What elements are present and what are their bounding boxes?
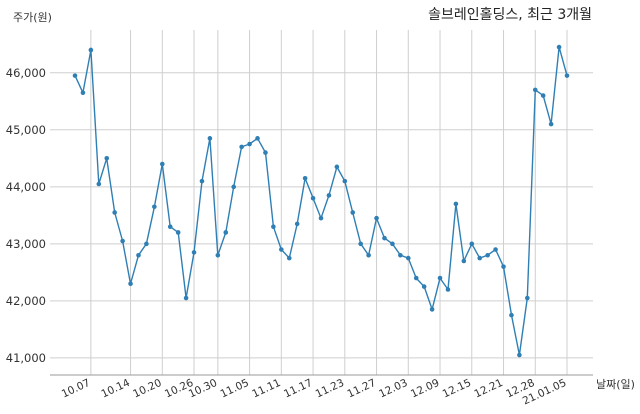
y-axis-label: 주가(원) xyxy=(13,11,52,24)
data-point xyxy=(310,195,316,201)
data-point xyxy=(564,73,570,78)
data-point xyxy=(429,307,435,312)
data-point xyxy=(501,264,506,269)
data-point xyxy=(390,241,395,247)
x-tick-label: 12.03 xyxy=(377,377,409,401)
data-point xyxy=(207,136,213,141)
data-point xyxy=(279,247,284,252)
data-point xyxy=(286,255,292,261)
data-point xyxy=(271,224,276,230)
data-point xyxy=(517,352,522,358)
x-tick-label: 10.20 xyxy=(131,377,163,401)
data-point xyxy=(247,141,252,147)
data-point xyxy=(80,90,86,96)
data-point xyxy=(104,156,110,161)
data-point xyxy=(493,247,498,252)
data-point xyxy=(342,178,348,184)
data-point xyxy=(366,252,371,258)
data-point xyxy=(183,295,189,301)
data-point xyxy=(525,295,530,301)
data-point xyxy=(255,136,260,141)
data-point xyxy=(159,161,165,167)
x-axis-label: 날짜(일) xyxy=(596,378,635,391)
x-tick-label: 11.17 xyxy=(282,377,314,401)
data-point xyxy=(334,164,340,170)
y-tick-label: 41,000 xyxy=(6,351,46,365)
data-point xyxy=(461,258,467,264)
data-point xyxy=(437,275,443,281)
data-point xyxy=(263,150,268,155)
data-point xyxy=(540,93,546,98)
x-tick-label: 11.27 xyxy=(345,377,377,401)
chart-title: 솔브레인홀딩스, 최근 3개월 xyxy=(428,7,592,23)
data-point xyxy=(144,241,149,247)
data-point xyxy=(223,230,229,235)
data-point xyxy=(215,252,221,258)
data-point xyxy=(485,252,490,258)
data-point xyxy=(199,178,205,184)
data-point xyxy=(112,210,117,215)
data-point xyxy=(167,224,173,230)
data-point xyxy=(88,47,94,53)
data-point xyxy=(445,287,451,292)
data-point xyxy=(548,121,554,127)
data-point xyxy=(421,284,427,289)
data-point xyxy=(477,255,483,261)
data-point xyxy=(239,144,244,150)
data-point xyxy=(556,44,562,50)
data-point xyxy=(405,255,411,261)
x-tick-label: 11.23 xyxy=(314,377,346,401)
data-point xyxy=(509,312,514,318)
data-point xyxy=(72,73,78,78)
data-point xyxy=(294,221,300,227)
x-tick-label: 12.21 xyxy=(472,377,504,401)
data-point xyxy=(374,215,379,221)
data-point xyxy=(191,250,197,255)
data-point xyxy=(326,193,332,198)
data-point xyxy=(532,87,538,93)
data-point xyxy=(318,215,324,221)
data-point xyxy=(382,235,387,241)
x-tick-label: 12.15 xyxy=(441,377,473,401)
y-tick-label: 45,000 xyxy=(6,123,46,137)
data-point xyxy=(231,184,237,190)
data-point xyxy=(302,175,308,181)
data-point xyxy=(136,252,141,258)
data-point xyxy=(175,230,181,235)
x-tick-label: 10.07 xyxy=(60,377,92,401)
data-point xyxy=(350,210,356,215)
x-tick-label: 11.05 xyxy=(219,377,251,401)
data-point xyxy=(128,281,133,287)
y-tick-label: 44,000 xyxy=(6,180,46,194)
data-point xyxy=(453,201,459,207)
x-tick-label: 10.14 xyxy=(99,377,132,401)
data-point xyxy=(152,204,157,210)
y-tick-label: 46,000 xyxy=(6,66,46,80)
y-tick-label: 43,000 xyxy=(6,237,46,251)
data-point xyxy=(469,241,475,247)
data-point xyxy=(358,241,363,247)
data-point xyxy=(96,181,102,187)
data-point xyxy=(398,252,403,258)
x-tick-label: 12.09 xyxy=(409,377,441,401)
data-point xyxy=(120,238,125,244)
y-tick-label: 42,000 xyxy=(6,294,46,308)
price-line xyxy=(74,46,568,356)
x-tick-label: 11.11 xyxy=(250,377,282,401)
data-point xyxy=(413,275,419,281)
